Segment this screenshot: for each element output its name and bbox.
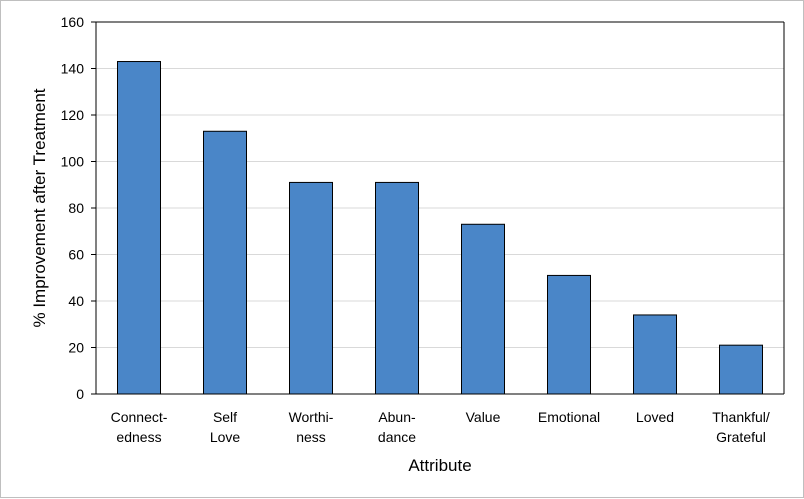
y-tick-label: 80 bbox=[68, 200, 84, 216]
bar bbox=[633, 314, 677, 395]
x-tick-label: Abun- bbox=[378, 409, 416, 425]
bars bbox=[117, 61, 763, 395]
x-tick-labels: Connect-edness Self Love Worthi-ness Abun-da… bbox=[111, 409, 770, 445]
y-tick-label: 140 bbox=[61, 61, 85, 77]
x-tick-label: Loved bbox=[636, 409, 674, 425]
bar bbox=[289, 181, 333, 395]
x-tick-label: Thankful/ bbox=[712, 409, 770, 425]
x-tick-label: ness bbox=[296, 429, 326, 445]
bar bbox=[719, 344, 763, 395]
x-tick-label: Emotional bbox=[538, 409, 600, 425]
x-tick-label: Worthi- bbox=[289, 409, 334, 425]
x-tick-label: Grateful bbox=[716, 429, 766, 445]
y-tick-label: 100 bbox=[61, 154, 85, 170]
bar bbox=[117, 61, 161, 395]
x-tick-label: Love bbox=[210, 429, 241, 445]
bar bbox=[547, 274, 591, 395]
y-tick-label: 160 bbox=[61, 14, 85, 30]
y-tick-label: 20 bbox=[68, 340, 84, 356]
y-tick-label: 60 bbox=[68, 247, 84, 263]
bar bbox=[461, 223, 505, 395]
y-axis-title: % Improvement after Treatment bbox=[30, 88, 49, 327]
y-tick-label: 40 bbox=[68, 293, 84, 309]
x-tick-label: edness bbox=[116, 429, 161, 445]
gridlines bbox=[91, 21, 784, 395]
x-tick-label: Self bbox=[213, 409, 237, 425]
x-tick-label: dance bbox=[378, 429, 416, 445]
bar bbox=[375, 181, 419, 395]
y-tick-label: 120 bbox=[61, 107, 85, 123]
x-tick-label: Connect- bbox=[111, 409, 168, 425]
x-tick-label: Value bbox=[466, 409, 501, 425]
y-tick-labels: 0 20 40 60 80 100 120 140 160 bbox=[61, 14, 85, 402]
bar bbox=[203, 130, 247, 395]
y-tick-label: 0 bbox=[76, 386, 84, 402]
x-axis-title: Attribute bbox=[408, 456, 471, 475]
axes bbox=[95, 21, 785, 395]
